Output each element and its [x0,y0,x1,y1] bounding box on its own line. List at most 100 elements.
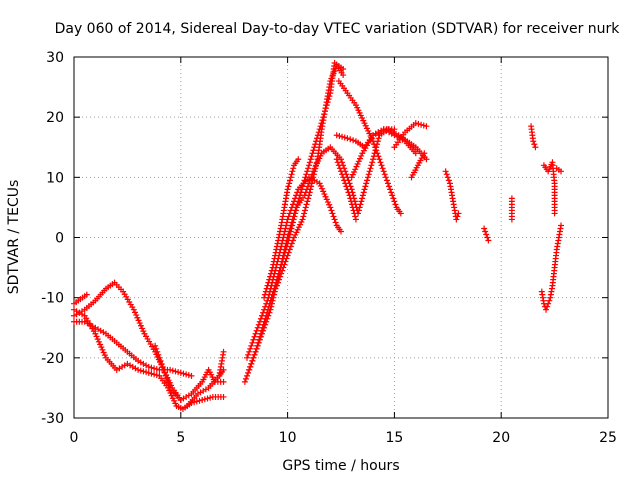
data-point [350,207,357,214]
data-point [277,273,284,280]
data-point [320,188,327,195]
data-point [482,228,489,235]
data-point [295,156,302,163]
data-point [352,216,359,223]
data-point [196,397,203,404]
data-point [285,249,292,256]
data-point [183,371,190,378]
data-point [180,370,187,377]
data-point [268,300,275,307]
data-point [188,372,195,379]
data-point [277,225,284,232]
data-point [305,192,312,199]
data-point [153,372,160,379]
data-point [370,138,377,145]
data-point [331,216,338,223]
data-point [140,328,147,335]
data-point [351,168,358,175]
data-point [265,279,272,286]
data-point [251,351,258,358]
data-point [201,396,208,403]
series-arc-10 [244,174,344,361]
series-arc-23 [528,123,539,151]
data-point [263,318,270,325]
data-point [347,195,354,202]
data-point [266,276,273,283]
data-point [261,306,268,313]
data-point [193,398,200,405]
data-point [273,243,280,250]
data-point [134,314,141,321]
data-point [316,180,323,187]
data-point [177,369,184,376]
data-point [279,267,286,274]
x-tick-label: 20 [492,430,510,446]
data-point [531,141,538,148]
data-point [99,346,106,353]
data-point [312,165,319,172]
data-point [415,120,422,127]
data-point [271,288,278,295]
data-point [412,150,419,157]
data-point [384,180,391,187]
data-point [264,315,271,322]
data-point [287,243,294,250]
data-point [543,306,550,313]
data-point [270,261,277,268]
data-point [308,183,315,190]
y-axis-label: SDTVAR / TECUs [6,180,22,295]
data-point [380,168,387,175]
data-point [329,210,336,217]
data-point [261,324,268,331]
data-point [98,344,105,351]
data-point [263,285,270,292]
x-tick-label: 5 [176,430,185,446]
data-point [250,336,257,343]
data-point [248,360,255,367]
data-point [364,174,371,181]
series-arc-4 [71,291,90,307]
data-point [267,270,274,277]
data-point [421,150,428,157]
data-point [268,267,275,274]
data-point [143,369,150,376]
series-arc-20 [442,168,462,223]
y-tick-label: 20 [46,110,64,126]
data-point [301,210,308,217]
data-point [305,165,312,172]
data-point [131,309,138,316]
data-point [253,345,260,352]
data-point [247,363,254,370]
data-point [283,240,290,247]
data-point [262,288,269,295]
data-point [355,158,362,165]
data-point [166,381,173,388]
data-point [278,270,285,277]
data-marks [71,60,565,412]
data-point [169,367,176,374]
data-point [220,393,227,400]
data-point [356,155,363,162]
data-point [275,237,282,244]
series-arc-5 [152,342,184,403]
data-point [299,183,306,190]
data-point [153,366,160,373]
series-arc-14 [335,78,404,217]
data-point [333,132,340,139]
data-point [267,306,274,313]
data-point [484,234,491,241]
data-point [284,234,291,241]
data-point [344,135,351,142]
data-point [281,261,288,268]
data-point [532,144,539,151]
data-point [283,255,290,262]
data-point [258,312,265,319]
data-point [378,162,385,169]
data-point [290,213,297,220]
data-point [397,210,404,217]
data-point [291,210,298,217]
data-point [83,291,90,298]
data-point [418,121,425,128]
data-point [163,375,170,382]
data-point [389,192,396,199]
